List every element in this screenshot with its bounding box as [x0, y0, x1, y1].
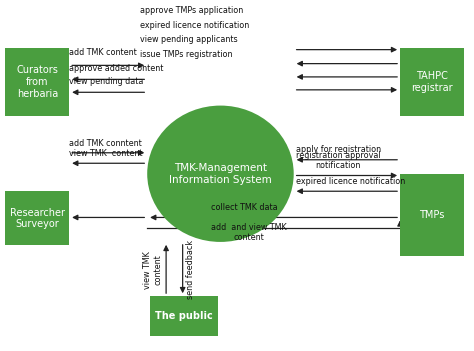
- FancyBboxPatch shape: [5, 48, 69, 116]
- Text: add  and view TMK
content: add and view TMK content: [211, 223, 287, 242]
- Text: The public: The public: [155, 311, 213, 321]
- Text: TMK-Management
Information System: TMK-Management Information System: [169, 163, 272, 185]
- FancyBboxPatch shape: [5, 191, 69, 245]
- Text: collect TMK data: collect TMK data: [211, 203, 278, 212]
- Text: view pending data: view pending data: [69, 77, 144, 86]
- FancyBboxPatch shape: [400, 174, 464, 256]
- Text: expired licence notification: expired licence notification: [140, 21, 249, 30]
- Text: view pending applicants: view pending applicants: [140, 35, 238, 44]
- Text: view TMK  content: view TMK content: [69, 149, 143, 158]
- Text: Researcher
Surveyor: Researcher Surveyor: [10, 207, 65, 229]
- Text: approve added content: approve added content: [69, 64, 164, 73]
- Text: apply for registration: apply for registration: [296, 145, 381, 154]
- Text: add TMK content: add TMK content: [69, 48, 137, 57]
- Text: registration approval
notification: registration approval notification: [296, 151, 381, 170]
- FancyBboxPatch shape: [400, 48, 464, 116]
- Text: view TMK
content: view TMK content: [144, 251, 163, 289]
- Text: send feedback: send feedback: [186, 240, 195, 299]
- Text: approve TMPs application: approve TMPs application: [140, 6, 243, 15]
- Text: Curators
from
herbaria: Curators from herbaria: [17, 65, 58, 99]
- Text: expired licence notification: expired licence notification: [296, 177, 405, 186]
- Text: TAHPC
registrar: TAHPC registrar: [411, 71, 453, 93]
- FancyBboxPatch shape: [150, 296, 218, 336]
- Ellipse shape: [147, 106, 294, 242]
- Text: add TMK conntent: add TMK conntent: [69, 139, 142, 147]
- Text: issue TMPs registration: issue TMPs registration: [140, 50, 233, 59]
- Text: TMPs: TMPs: [419, 210, 445, 220]
